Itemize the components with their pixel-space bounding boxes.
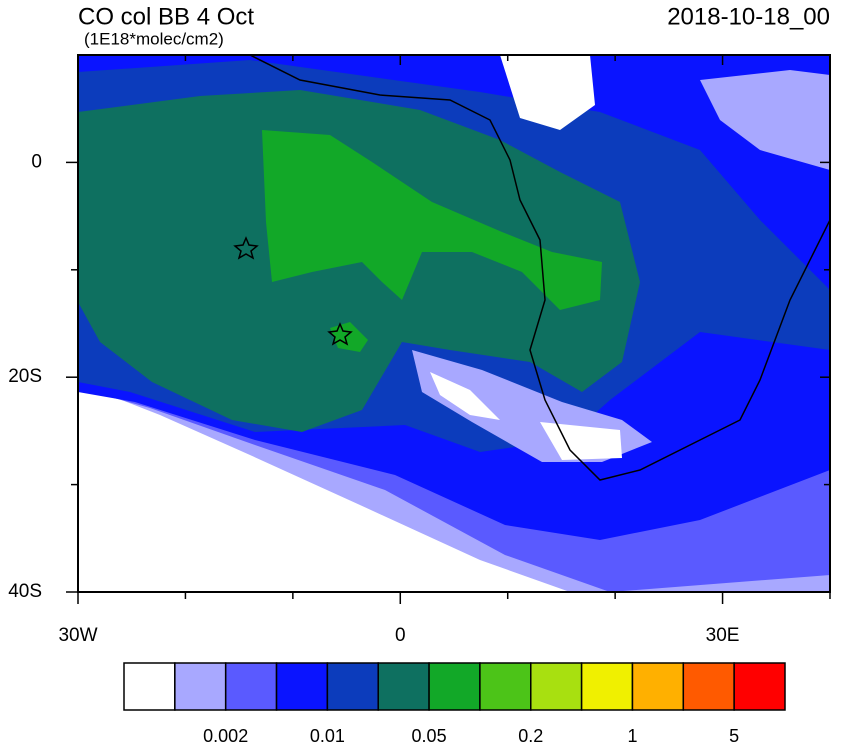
date: 2018-10-18_00 <box>667 3 830 30</box>
colorbar-box <box>326 662 379 711</box>
colorbar-label: 0.002 <box>203 726 248 746</box>
subtitle: (1E18*molec/cm2) <box>84 29 224 48</box>
level <box>262 130 602 310</box>
colorbar-label: 0.2 <box>518 726 543 746</box>
colorbar-box <box>530 662 583 711</box>
star-marker <box>233 236 259 260</box>
level <box>430 372 500 420</box>
map-frame <box>77 54 831 593</box>
axes: 30W 0 30E 0 20S 40S <box>8 55 831 646</box>
title: CO col BB 4 Oct <box>78 3 254 30</box>
x-tick-label: 30W <box>58 625 97 646</box>
colorbar-box <box>580 662 634 711</box>
y-tick-label: 40S <box>8 581 42 602</box>
level <box>500 55 595 130</box>
colorbar-label: 5 <box>729 726 739 746</box>
colorbar-box <box>224 662 278 711</box>
star-marker <box>327 322 353 346</box>
colorbar-box <box>275 662 329 711</box>
co-field <box>78 55 830 592</box>
level <box>330 322 368 352</box>
colorbar: 0.002 0.01 0.05 0.2 1 5 <box>123 662 786 746</box>
colorbar-box <box>428 662 481 711</box>
colorbar-box <box>479 662 532 711</box>
colorbar-box <box>733 662 786 711</box>
colorbar-box <box>123 662 176 711</box>
colorbar-label: 1 <box>627 726 637 746</box>
level <box>700 70 830 170</box>
y-tick-label: 0 <box>31 151 42 172</box>
colorbar-label: 0.01 <box>310 726 345 746</box>
coastline <box>249 55 830 481</box>
y-tick-label: 20S <box>8 366 42 387</box>
colorbar-box <box>377 662 430 711</box>
colorbar-box <box>631 662 685 711</box>
x-tick-label: 0 <box>395 625 406 646</box>
colorbar-box <box>682 662 735 711</box>
x-tick-label: 30E <box>706 625 740 646</box>
colorbar-label: 0.05 <box>412 726 447 746</box>
colorbar-box <box>174 662 227 711</box>
